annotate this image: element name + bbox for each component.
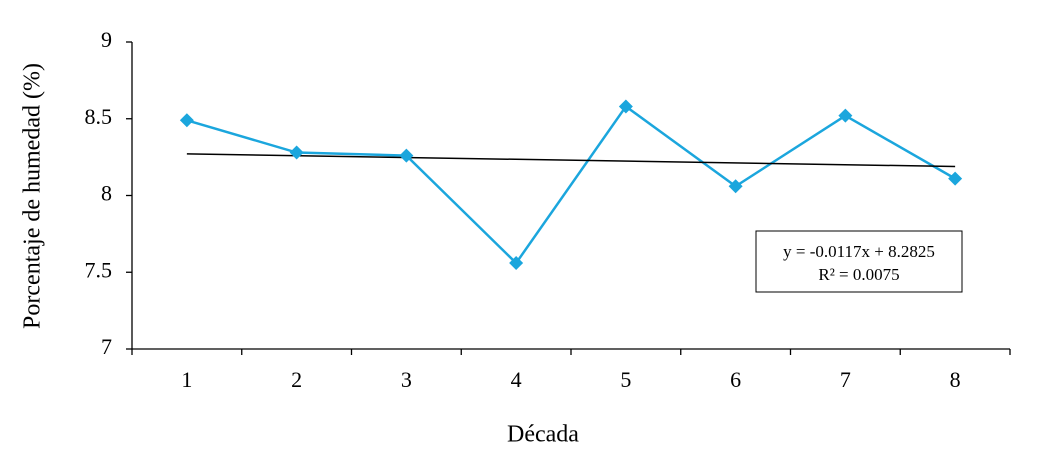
x-tick-label: 2 [291, 367, 302, 392]
data-point [838, 108, 853, 123]
x-tick-label: 5 [620, 367, 631, 392]
y-axis-label: Porcentaje de humedad (%) [20, 63, 46, 329]
data-point [728, 179, 743, 194]
data-point [509, 256, 524, 271]
x-tick-label: 4 [511, 367, 522, 392]
data-point [618, 99, 633, 114]
annotation-box [755, 230, 963, 293]
x-tick-label: 7 [840, 367, 851, 392]
data-point [179, 113, 194, 128]
data-point [399, 148, 414, 163]
y-tick-label: 7 [101, 334, 112, 359]
y-tick-label: 8 [101, 181, 112, 206]
trendline [186, 153, 956, 168]
y-tick-label: 8.5 [85, 104, 113, 129]
x-tick-label: 6 [730, 367, 741, 392]
equation: y = -0.0117x + 8.2825 [783, 242, 935, 261]
data-point [289, 145, 304, 160]
y-tick-label: 9 [101, 27, 112, 52]
r-squared: R² = 0.0075 [818, 265, 899, 284]
x-tick-label: 1 [181, 367, 192, 392]
x-tick-label: 8 [950, 367, 961, 392]
data-point [948, 171, 963, 186]
x-tick-label: 3 [401, 367, 412, 392]
y-tick-label: 7.5 [85, 257, 113, 282]
x-axis-label: Década [507, 422, 579, 448]
data-line [186, 104, 956, 265]
